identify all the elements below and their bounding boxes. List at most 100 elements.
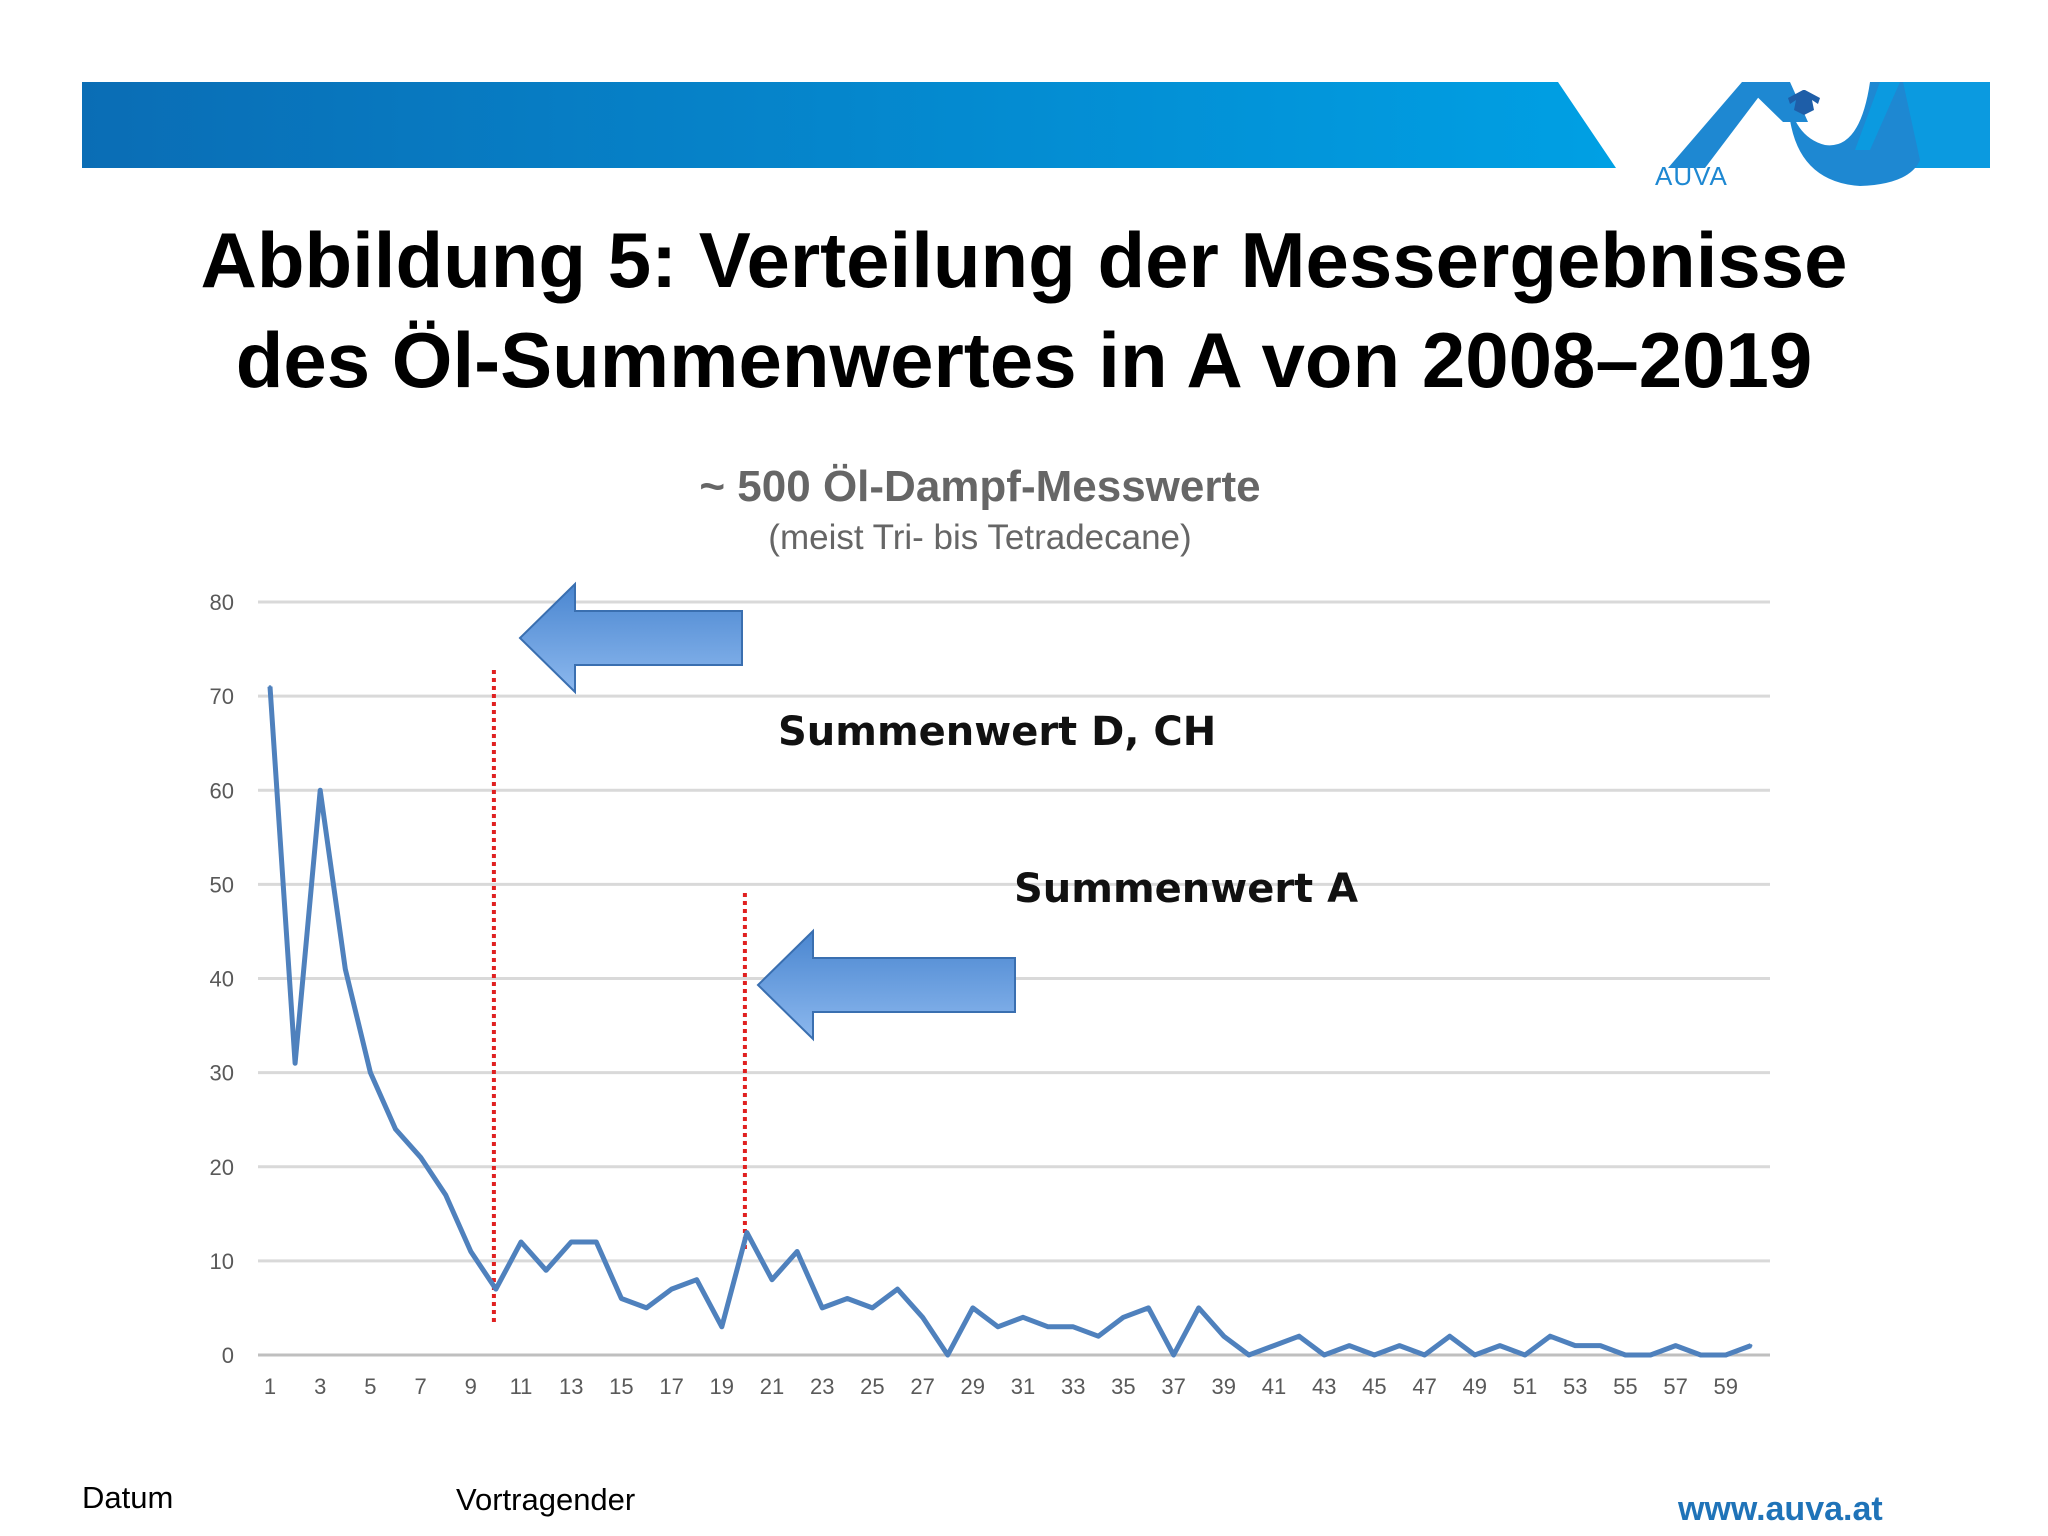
x-tick-label: 49 — [1463, 1374, 1487, 1399]
x-tick-label: 1 — [264, 1374, 276, 1399]
data-point — [1222, 1334, 1226, 1338]
y-tick-label: 70 — [210, 684, 234, 709]
data-point — [419, 1155, 423, 1159]
y-tick-label: 40 — [210, 967, 234, 992]
data-point — [896, 1287, 899, 1291]
data-point — [1573, 1344, 1577, 1348]
x-tick-label: 37 — [1161, 1374, 1185, 1399]
data-point — [1498, 1344, 1502, 1348]
y-tick-label: 60 — [210, 778, 234, 803]
data-point — [1724, 1353, 1728, 1357]
x-tick-label: 17 — [659, 1374, 683, 1399]
x-tick-label: 31 — [1011, 1374, 1035, 1399]
data-point — [569, 1240, 573, 1244]
x-tick-label: 15 — [609, 1374, 633, 1399]
data-point — [519, 1240, 523, 1244]
data-point — [1121, 1315, 1125, 1319]
data-point — [645, 1306, 648, 1310]
data-point — [1322, 1353, 1326, 1357]
footer-url-link[interactable]: www.auva.at — [1678, 1490, 1883, 1528]
data-point — [594, 1240, 598, 1244]
data-point — [845, 1297, 849, 1301]
data-point — [1598, 1344, 1602, 1348]
data-point — [1649, 1353, 1652, 1357]
data-point — [469, 1249, 473, 1253]
data-point — [619, 1297, 623, 1301]
y-tick-label: 50 — [210, 872, 234, 897]
data-point — [1247, 1353, 1251, 1357]
data-point — [1297, 1334, 1301, 1338]
data-point — [1674, 1344, 1678, 1348]
slide-title: Abbildung 5: Verteilung der Messergebnis… — [0, 210, 2048, 410]
data-point — [394, 1127, 397, 1131]
data-point — [494, 1287, 498, 1291]
data-point — [368, 1071, 372, 1075]
data-point — [1272, 1344, 1276, 1348]
x-tick-label: 53 — [1563, 1374, 1587, 1399]
y-tick-label: 0 — [222, 1343, 234, 1368]
data-point — [268, 685, 272, 689]
x-tick-label: 59 — [1714, 1374, 1738, 1399]
x-tick-label: 5 — [364, 1374, 376, 1399]
x-tick-label: 39 — [1212, 1374, 1236, 1399]
x-tick-label: 9 — [465, 1374, 477, 1399]
data-point — [770, 1278, 774, 1282]
data-point — [1147, 1306, 1150, 1310]
data-point — [1347, 1344, 1351, 1348]
x-tick-label: 11 — [510, 1374, 533, 1399]
x-tick-label: 25 — [860, 1374, 884, 1399]
data-point — [1423, 1353, 1427, 1357]
x-tick-label: 41 — [1262, 1374, 1286, 1399]
x-tick-label: 27 — [910, 1374, 934, 1399]
data-point — [670, 1287, 674, 1291]
y-tick-label: 20 — [210, 1155, 234, 1180]
data-point — [870, 1306, 874, 1310]
data-point — [1197, 1306, 1201, 1310]
x-tick-label: 33 — [1061, 1374, 1085, 1399]
data-point — [1548, 1334, 1552, 1338]
x-tick-label: 19 — [710, 1374, 734, 1399]
chart-subtitle: (meist Tri- bis Tetradecane) — [768, 518, 1192, 557]
data-point — [745, 1231, 749, 1235]
chart-title: ~ 500 Öl-Dampf-Messwerte — [699, 462, 1261, 511]
data-point — [1096, 1334, 1100, 1338]
data-point — [1172, 1353, 1176, 1357]
left-arrow-icon — [756, 928, 1016, 1042]
y-tick-label: 30 — [210, 1061, 234, 1086]
x-tick-label: 13 — [559, 1374, 583, 1399]
data-point — [1523, 1353, 1527, 1357]
data-point — [996, 1325, 1000, 1329]
annotation-summenwert-a: Summenwert A — [1014, 866, 1359, 912]
x-tick-label: 7 — [414, 1374, 426, 1399]
x-tick-label: 43 — [1312, 1374, 1336, 1399]
x-tick-label: 29 — [961, 1374, 985, 1399]
left-arrow-icon — [518, 581, 743, 695]
data-point — [1071, 1325, 1075, 1329]
data-point — [695, 1278, 699, 1282]
data-point — [544, 1268, 548, 1272]
data-point — [1046, 1325, 1050, 1329]
title-line-1: Abbildung 5: Verteilung der Messergebnis… — [200, 216, 1848, 304]
data-point — [971, 1306, 975, 1310]
footer-vortragender: Vortragender — [456, 1482, 636, 1517]
data-point — [1699, 1353, 1703, 1357]
y-tick-label: 10 — [210, 1249, 234, 1274]
x-tick-label: 35 — [1111, 1374, 1135, 1399]
data-point — [1398, 1344, 1401, 1348]
data-point — [293, 1061, 297, 1065]
logo-text: AUVA — [1655, 161, 1728, 191]
data-point — [720, 1325, 724, 1329]
series-line — [267, 686, 1752, 1358]
x-tick-label: 23 — [810, 1374, 834, 1399]
data-point — [946, 1353, 950, 1357]
x-tick-label: 3 — [314, 1374, 326, 1399]
data-point — [1473, 1353, 1477, 1357]
data-point — [1749, 1344, 1753, 1348]
x-tick-label: 51 — [1513, 1374, 1537, 1399]
x-tick-label: 45 — [1362, 1374, 1386, 1399]
annotation-summenwert-dch: Summenwert D, CH — [778, 709, 1217, 755]
header-banner — [82, 82, 1990, 186]
data-point — [1372, 1353, 1376, 1357]
x-tick-label: 47 — [1412, 1374, 1436, 1399]
